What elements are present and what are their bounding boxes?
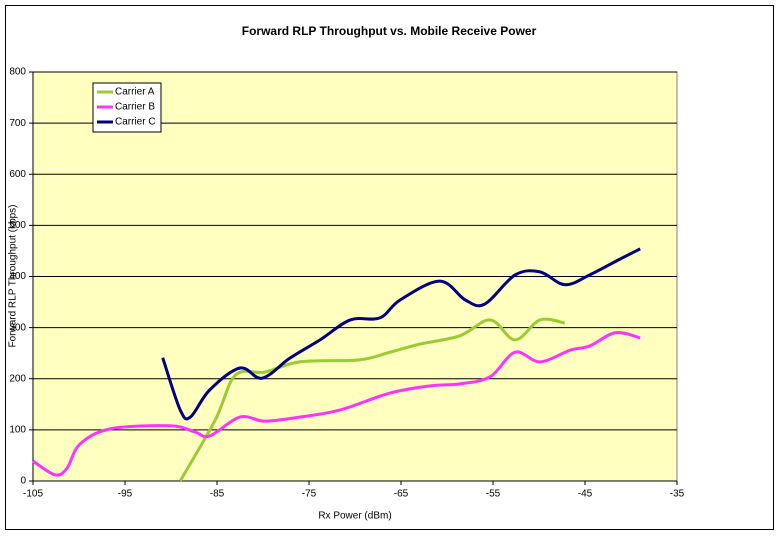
legend-label: Carrier B xyxy=(115,102,155,113)
x-tick-label: -35 xyxy=(670,489,685,500)
x-tick-label: -95 xyxy=(118,489,133,500)
y-tick-label: 200 xyxy=(9,373,26,384)
y-tick-label: 100 xyxy=(9,425,26,436)
y-tick-label: 500 xyxy=(9,220,26,231)
y-tick-label: 700 xyxy=(9,118,26,129)
chart-title: Forward RLP Throughput vs. Mobile Receiv… xyxy=(242,24,537,38)
x-tick-label: -65 xyxy=(394,489,409,500)
legend-label: Carrier A xyxy=(115,87,155,98)
series-line xyxy=(161,247,641,421)
legend-label: Carrier C xyxy=(115,117,156,128)
x-tick-label: -105 xyxy=(23,489,43,500)
x-axis-label: Rx Power (dBm) xyxy=(318,511,391,522)
x-tick-label: -45 xyxy=(578,489,593,500)
y-tick-label: 800 xyxy=(9,67,26,78)
series-line xyxy=(178,317,566,482)
x-tick-label: -85 xyxy=(210,489,225,500)
y-tick-label: 600 xyxy=(9,169,26,180)
y-tick-label: 400 xyxy=(9,271,26,282)
y-tick-label: 300 xyxy=(9,322,26,333)
x-tick-label: -55 xyxy=(486,489,501,500)
y-axis-label: Forward RLP Throughput (kbps) xyxy=(8,204,19,347)
x-tick-label: -75 xyxy=(302,489,317,500)
series-line xyxy=(32,331,641,477)
y-tick-label: 0 xyxy=(20,476,26,487)
